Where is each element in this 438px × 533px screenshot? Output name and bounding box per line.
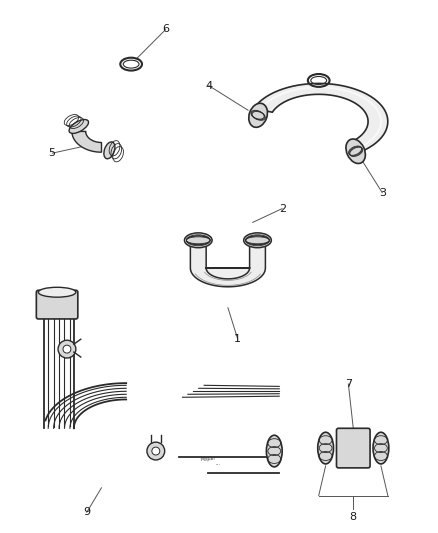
Text: 8: 8 <box>350 512 357 522</box>
Circle shape <box>147 442 165 460</box>
Ellipse shape <box>249 103 268 127</box>
Ellipse shape <box>346 139 365 164</box>
Text: Mopar: Mopar <box>200 456 216 462</box>
Ellipse shape <box>104 142 115 159</box>
Ellipse shape <box>318 432 333 464</box>
Circle shape <box>63 345 71 353</box>
Text: 3: 3 <box>379 188 386 198</box>
Text: 5: 5 <box>49 148 56 158</box>
Ellipse shape <box>184 233 212 248</box>
Polygon shape <box>191 240 265 287</box>
Text: 4: 4 <box>205 80 212 91</box>
Ellipse shape <box>373 432 389 464</box>
Circle shape <box>58 340 76 358</box>
Circle shape <box>152 447 160 455</box>
Text: 1: 1 <box>234 334 241 344</box>
Text: 2: 2 <box>279 204 286 214</box>
Ellipse shape <box>69 119 88 133</box>
FancyBboxPatch shape <box>36 290 78 319</box>
Ellipse shape <box>266 435 282 467</box>
Text: 6: 6 <box>162 25 169 35</box>
FancyBboxPatch shape <box>336 429 370 468</box>
Ellipse shape <box>244 233 271 248</box>
Ellipse shape <box>38 287 76 297</box>
Text: ...: ... <box>215 461 221 466</box>
Polygon shape <box>72 132 102 152</box>
Text: 9: 9 <box>83 507 90 518</box>
Polygon shape <box>254 84 388 153</box>
Text: 7: 7 <box>345 379 352 389</box>
